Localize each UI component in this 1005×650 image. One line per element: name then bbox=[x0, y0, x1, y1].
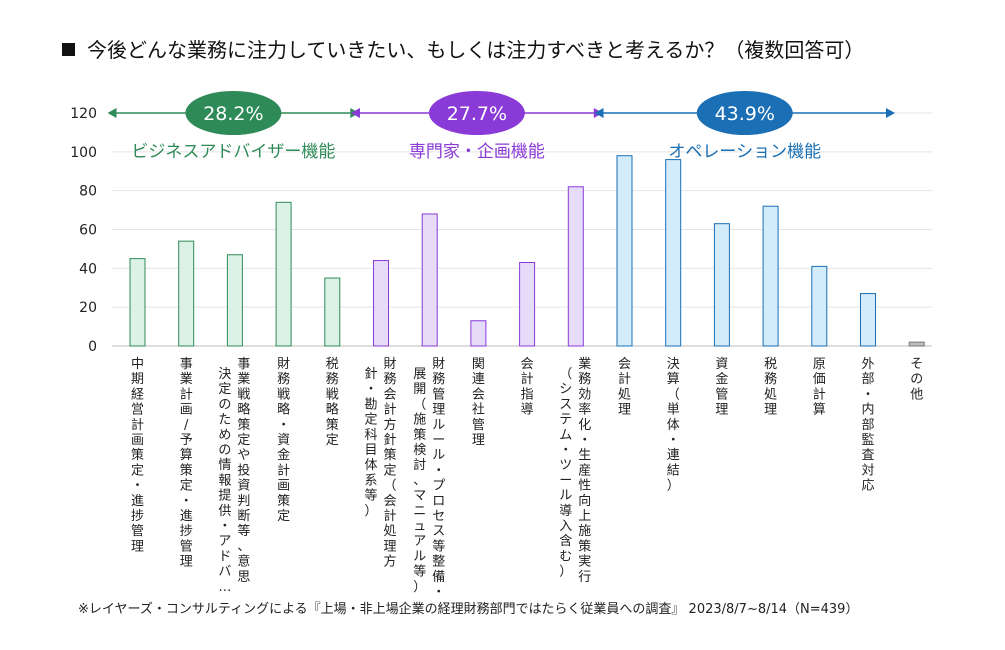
bar-2 bbox=[226, 254, 243, 347]
title-square-icon bbox=[62, 43, 75, 56]
group-percent-ellipse-2 bbox=[696, 91, 793, 135]
group-percent-label-1: 27.7% bbox=[447, 103, 507, 125]
bar-13 bbox=[762, 205, 779, 347]
chart-title: 今後どんな業務に注力していきたい、もしくは注力すべきと考えるか？（複数回答可） bbox=[62, 34, 864, 63]
bar-9 bbox=[567, 186, 584, 347]
category-label-6-line-1: 展開（施策検討、マニュアル等） bbox=[413, 367, 426, 595]
group-percent-label-0: 28.2% bbox=[203, 103, 263, 125]
y-tick-label-0: 0 bbox=[88, 339, 97, 355]
bar-5 bbox=[373, 260, 389, 347]
category-label-6-line-0: 財務管理ルール・プロセス等整備・ bbox=[432, 357, 445, 600]
y-tick-label-100: 100 bbox=[70, 145, 97, 161]
category-label-3-line-0: 財務戦略・資金計画策定 bbox=[277, 357, 290, 524]
bar-6 bbox=[421, 213, 438, 347]
group-percent-ellipse-1 bbox=[428, 91, 525, 135]
group-percent-label-2: 43.9% bbox=[715, 103, 775, 125]
category-label-12-line-0: 資金管理 bbox=[715, 357, 728, 418]
category-label-4-line-0: 税務戦略策定 bbox=[326, 357, 339, 448]
bar-16 bbox=[908, 341, 925, 347]
category-label-13-line-0: 税務処理 bbox=[764, 357, 777, 418]
bar-3 bbox=[275, 201, 292, 347]
bar-7 bbox=[470, 320, 487, 347]
group-arrow-left-head-2 bbox=[594, 108, 604, 118]
category-label-0-line-0: 中期経営計画策定・進捗管理 bbox=[131, 357, 144, 554]
category-label-5-line-0: 財務会計方針策定（会計処理方 bbox=[383, 357, 396, 570]
category-label-1-line-0: 事業計画/予算策定・進捗管理 bbox=[180, 357, 193, 570]
bar-8 bbox=[519, 262, 536, 347]
category-label-8-line-0: 会計指導 bbox=[521, 357, 534, 418]
chart-footnote: ※レイヤーズ・コンサルティングによる『上場・非上場企業の経理財務部門ではたらく従… bbox=[78, 602, 859, 617]
group-percent-ellipse-0 bbox=[185, 91, 282, 135]
category-label-9-line-1: （システム・ツール導入含む） bbox=[559, 367, 572, 580]
group-arrow-right-head-2 bbox=[886, 108, 895, 118]
bar-14 bbox=[811, 265, 828, 347]
y-tick-label-20: 20 bbox=[79, 300, 97, 316]
y-tick-label-40: 40 bbox=[79, 261, 97, 277]
category-label-14-line-0: 原価計算 bbox=[813, 357, 826, 418]
category-label-10-line-0: 会計処理 bbox=[618, 357, 631, 418]
chart-title-text: 今後どんな業務に注力していきたい、もしくは注力すべきと考えるか？（複数回答可） bbox=[87, 38, 865, 62]
bar-10 bbox=[616, 155, 633, 347]
y-tick-label-80: 80 bbox=[79, 184, 97, 200]
group-arrow-left-head-1 bbox=[351, 108, 360, 118]
group-name-label-2: オペレーション機能 bbox=[668, 142, 821, 162]
bar-0 bbox=[129, 258, 146, 347]
category-label-2-line-0: 事業戦略策定や投資判断等、意思 bbox=[237, 357, 250, 585]
category-label-2-line-1: 決定のための情報提供・アドバ… bbox=[218, 367, 231, 595]
bar-15 bbox=[860, 293, 876, 347]
category-label-15-line-0: 外部・内部監査対応 bbox=[861, 357, 874, 494]
bar-4 bbox=[324, 277, 341, 347]
y-tick-label-120: 120 bbox=[70, 106, 97, 122]
category-label-7-line-0: 関連会社管理 bbox=[472, 357, 485, 448]
y-tick-label-60: 60 bbox=[79, 223, 97, 239]
category-label-11-line-0: 決算（単体・連結） bbox=[667, 357, 680, 494]
category-label-9-line-0: 業務効率化・生産性向上施策実行 bbox=[578, 356, 591, 585]
bar-1 bbox=[178, 240, 195, 347]
group-name-label-1: 専門家・企画機能 bbox=[409, 142, 545, 162]
category-label-5-line-1: 針・勘定科目体系等） bbox=[364, 367, 377, 519]
bar-12 bbox=[713, 223, 730, 347]
bar-11 bbox=[665, 159, 682, 347]
category-label-16-line-0: その他 bbox=[910, 357, 923, 402]
group-name-label-0: ビジネスアドバイザー機能 bbox=[131, 142, 335, 162]
group-arrow-left-head-0 bbox=[107, 108, 117, 118]
